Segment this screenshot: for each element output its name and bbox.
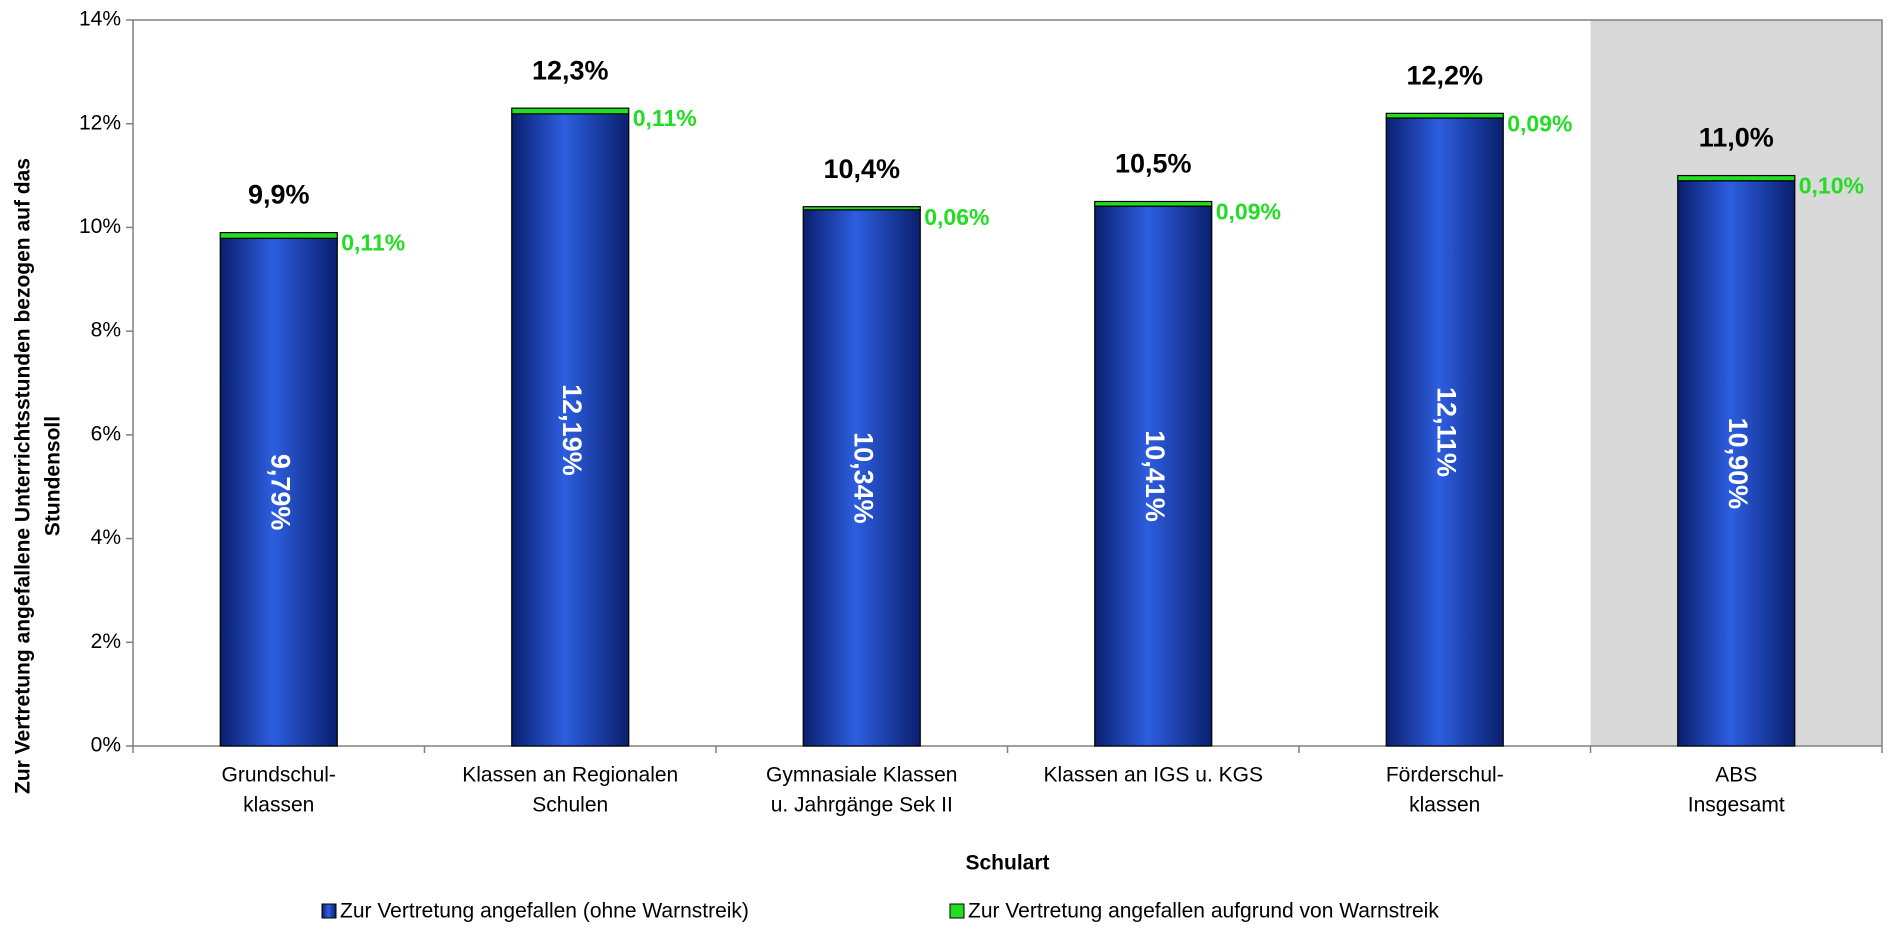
- bar-segment: [1677, 174, 1796, 182]
- bar-value-label: 9,79%: [266, 454, 296, 531]
- y-tick-label: 10%: [79, 215, 121, 238]
- total-label: 12,2%: [1406, 60, 1483, 90]
- total-label: 12,3%: [532, 55, 609, 85]
- bar-value-label: 0,09%: [1216, 199, 1281, 225]
- y-tick-label: 8%: [91, 319, 121, 342]
- bar-value-label: 0,11%: [633, 105, 697, 131]
- bar-segment: [219, 232, 338, 239]
- bar-segment: [219, 237, 338, 747]
- bar-value-label: 10,34%: [849, 432, 879, 524]
- y-tick-label: 0%: [91, 734, 121, 757]
- bar-value-label: 12,19%: [557, 384, 587, 476]
- x-tick-label: Förderschul-: [1386, 764, 1504, 787]
- total-label: 10,5%: [1115, 149, 1192, 179]
- y-tick-label: 4%: [91, 526, 121, 549]
- bar-segment: [1385, 112, 1504, 119]
- bar-value-label: 10,41%: [1140, 430, 1170, 522]
- x-tick-label: klassen: [1409, 794, 1480, 817]
- x-tick-label: Schulen: [532, 794, 608, 817]
- bar-value-label: 0,10%: [1799, 173, 1864, 199]
- bar-value-label: 0,11%: [341, 230, 405, 256]
- x-tick-label: Gymnasiale Klassen: [766, 764, 957, 787]
- x-tick-label: Klassen an IGS u. KGS: [1044, 764, 1263, 787]
- legend-label: Zur Vertretung angefallen (ohne Warnstre…: [340, 900, 749, 923]
- bar-value-label: 12,11%: [1432, 387, 1462, 477]
- bar-value-label: 0,09%: [1507, 110, 1572, 136]
- bar-segment: [1385, 117, 1504, 747]
- total-label: 10,4%: [823, 154, 900, 184]
- x-axis-label: Schulart: [965, 852, 1049, 875]
- y-tick-label: 2%: [91, 630, 121, 653]
- y-tick-label: 6%: [91, 422, 121, 445]
- legend-swatch: [949, 903, 965, 919]
- x-tick-label: Klassen an Regionalen: [462, 764, 678, 787]
- x-tick-label: u. Jahrgänge Sek II: [771, 794, 953, 817]
- x-tick-label: Grundschul-: [222, 764, 336, 787]
- x-tick-label: ABS: [1715, 764, 1757, 787]
- legend-label: Zur Vertretung angefallen aufgrund von W…: [968, 900, 1439, 923]
- bar-value-label: 10,90%: [1723, 418, 1753, 510]
- y-axis-label: Stundensoll: [42, 416, 65, 536]
- total-label: 9,9%: [248, 180, 310, 210]
- x-tick-label: klassen: [243, 794, 314, 817]
- y-tick-label: 14%: [79, 8, 121, 31]
- x-tick-label: Insgesamt: [1688, 794, 1785, 817]
- bar-segment: [1094, 205, 1213, 747]
- bar-value-label: 0,06%: [924, 204, 989, 230]
- y-axis-label: Zur Vertretung angefallene Unterrichtsst…: [12, 158, 35, 794]
- bar-segment: [802, 206, 921, 211]
- bar-segment: [511, 113, 630, 747]
- bar-segment: [802, 209, 921, 747]
- y-tick-label: 12%: [79, 111, 121, 134]
- bar-segment: [1094, 200, 1213, 207]
- bar-segment: [511, 107, 630, 115]
- total-label: 11,0%: [1699, 123, 1774, 153]
- legend-swatch: [321, 903, 337, 919]
